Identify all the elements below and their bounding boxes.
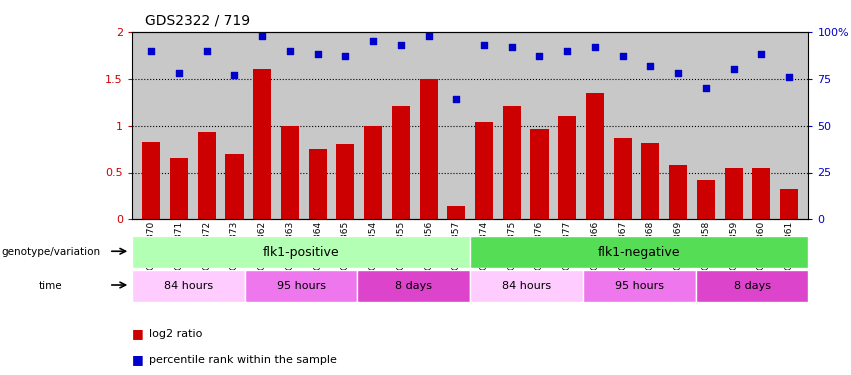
Bar xyxy=(142,142,160,219)
Point xyxy=(588,44,602,50)
Bar xyxy=(752,168,770,219)
Point xyxy=(782,74,796,80)
Point xyxy=(477,42,491,48)
Bar xyxy=(558,116,576,219)
Point xyxy=(671,70,685,76)
Point xyxy=(255,33,269,39)
Bar xyxy=(357,270,470,302)
Point xyxy=(699,85,712,91)
Text: percentile rank within the sample: percentile rank within the sample xyxy=(149,355,337,365)
Bar xyxy=(583,270,696,302)
Bar xyxy=(470,236,808,268)
Text: flk1-positive: flk1-positive xyxy=(263,246,340,259)
Text: GDS2322 / 719: GDS2322 / 719 xyxy=(145,13,250,27)
Bar xyxy=(724,168,743,219)
Text: ■: ■ xyxy=(132,327,144,340)
Point xyxy=(505,44,518,50)
Text: log2 ratio: log2 ratio xyxy=(149,329,203,339)
Bar xyxy=(780,189,798,219)
Point xyxy=(200,48,214,54)
Point xyxy=(449,96,463,102)
Bar xyxy=(170,158,188,219)
Text: 95 hours: 95 hours xyxy=(614,281,664,291)
Bar xyxy=(696,270,808,302)
Point xyxy=(339,53,352,59)
Point xyxy=(533,53,546,59)
Bar xyxy=(470,270,583,302)
Point xyxy=(172,70,186,76)
Point xyxy=(394,42,408,48)
Bar xyxy=(226,154,243,219)
Point xyxy=(616,53,630,59)
Bar xyxy=(254,69,271,219)
Point xyxy=(643,63,657,69)
Bar xyxy=(391,106,410,219)
Point xyxy=(311,51,324,57)
Point xyxy=(755,51,768,57)
Point xyxy=(228,72,242,78)
Bar xyxy=(503,106,521,219)
Bar xyxy=(132,236,470,268)
Text: flk1-negative: flk1-negative xyxy=(598,246,681,259)
Text: 95 hours: 95 hours xyxy=(277,281,326,291)
Bar xyxy=(420,79,437,219)
Bar xyxy=(448,206,465,219)
Bar xyxy=(475,122,493,219)
Point xyxy=(561,48,574,54)
Bar xyxy=(530,129,549,219)
Bar xyxy=(586,93,604,219)
Text: 84 hours: 84 hours xyxy=(163,281,213,291)
Bar xyxy=(197,132,216,219)
Text: genotype/variation: genotype/variation xyxy=(2,247,100,257)
Bar xyxy=(697,180,715,219)
Bar xyxy=(245,270,357,302)
Bar xyxy=(281,126,299,219)
Bar xyxy=(642,142,660,219)
Bar xyxy=(669,165,687,219)
Point xyxy=(145,48,158,54)
Text: ■: ■ xyxy=(132,354,144,366)
Point xyxy=(422,33,436,39)
Point xyxy=(283,48,297,54)
Bar xyxy=(336,144,354,219)
Text: 8 days: 8 days xyxy=(734,281,770,291)
Bar xyxy=(309,149,327,219)
Point xyxy=(727,66,740,72)
Point xyxy=(366,38,380,44)
Bar xyxy=(364,126,382,219)
Text: time: time xyxy=(39,281,63,291)
Text: 84 hours: 84 hours xyxy=(502,281,551,291)
Bar xyxy=(614,138,631,219)
Bar xyxy=(132,270,245,302)
Text: 8 days: 8 days xyxy=(396,281,432,291)
